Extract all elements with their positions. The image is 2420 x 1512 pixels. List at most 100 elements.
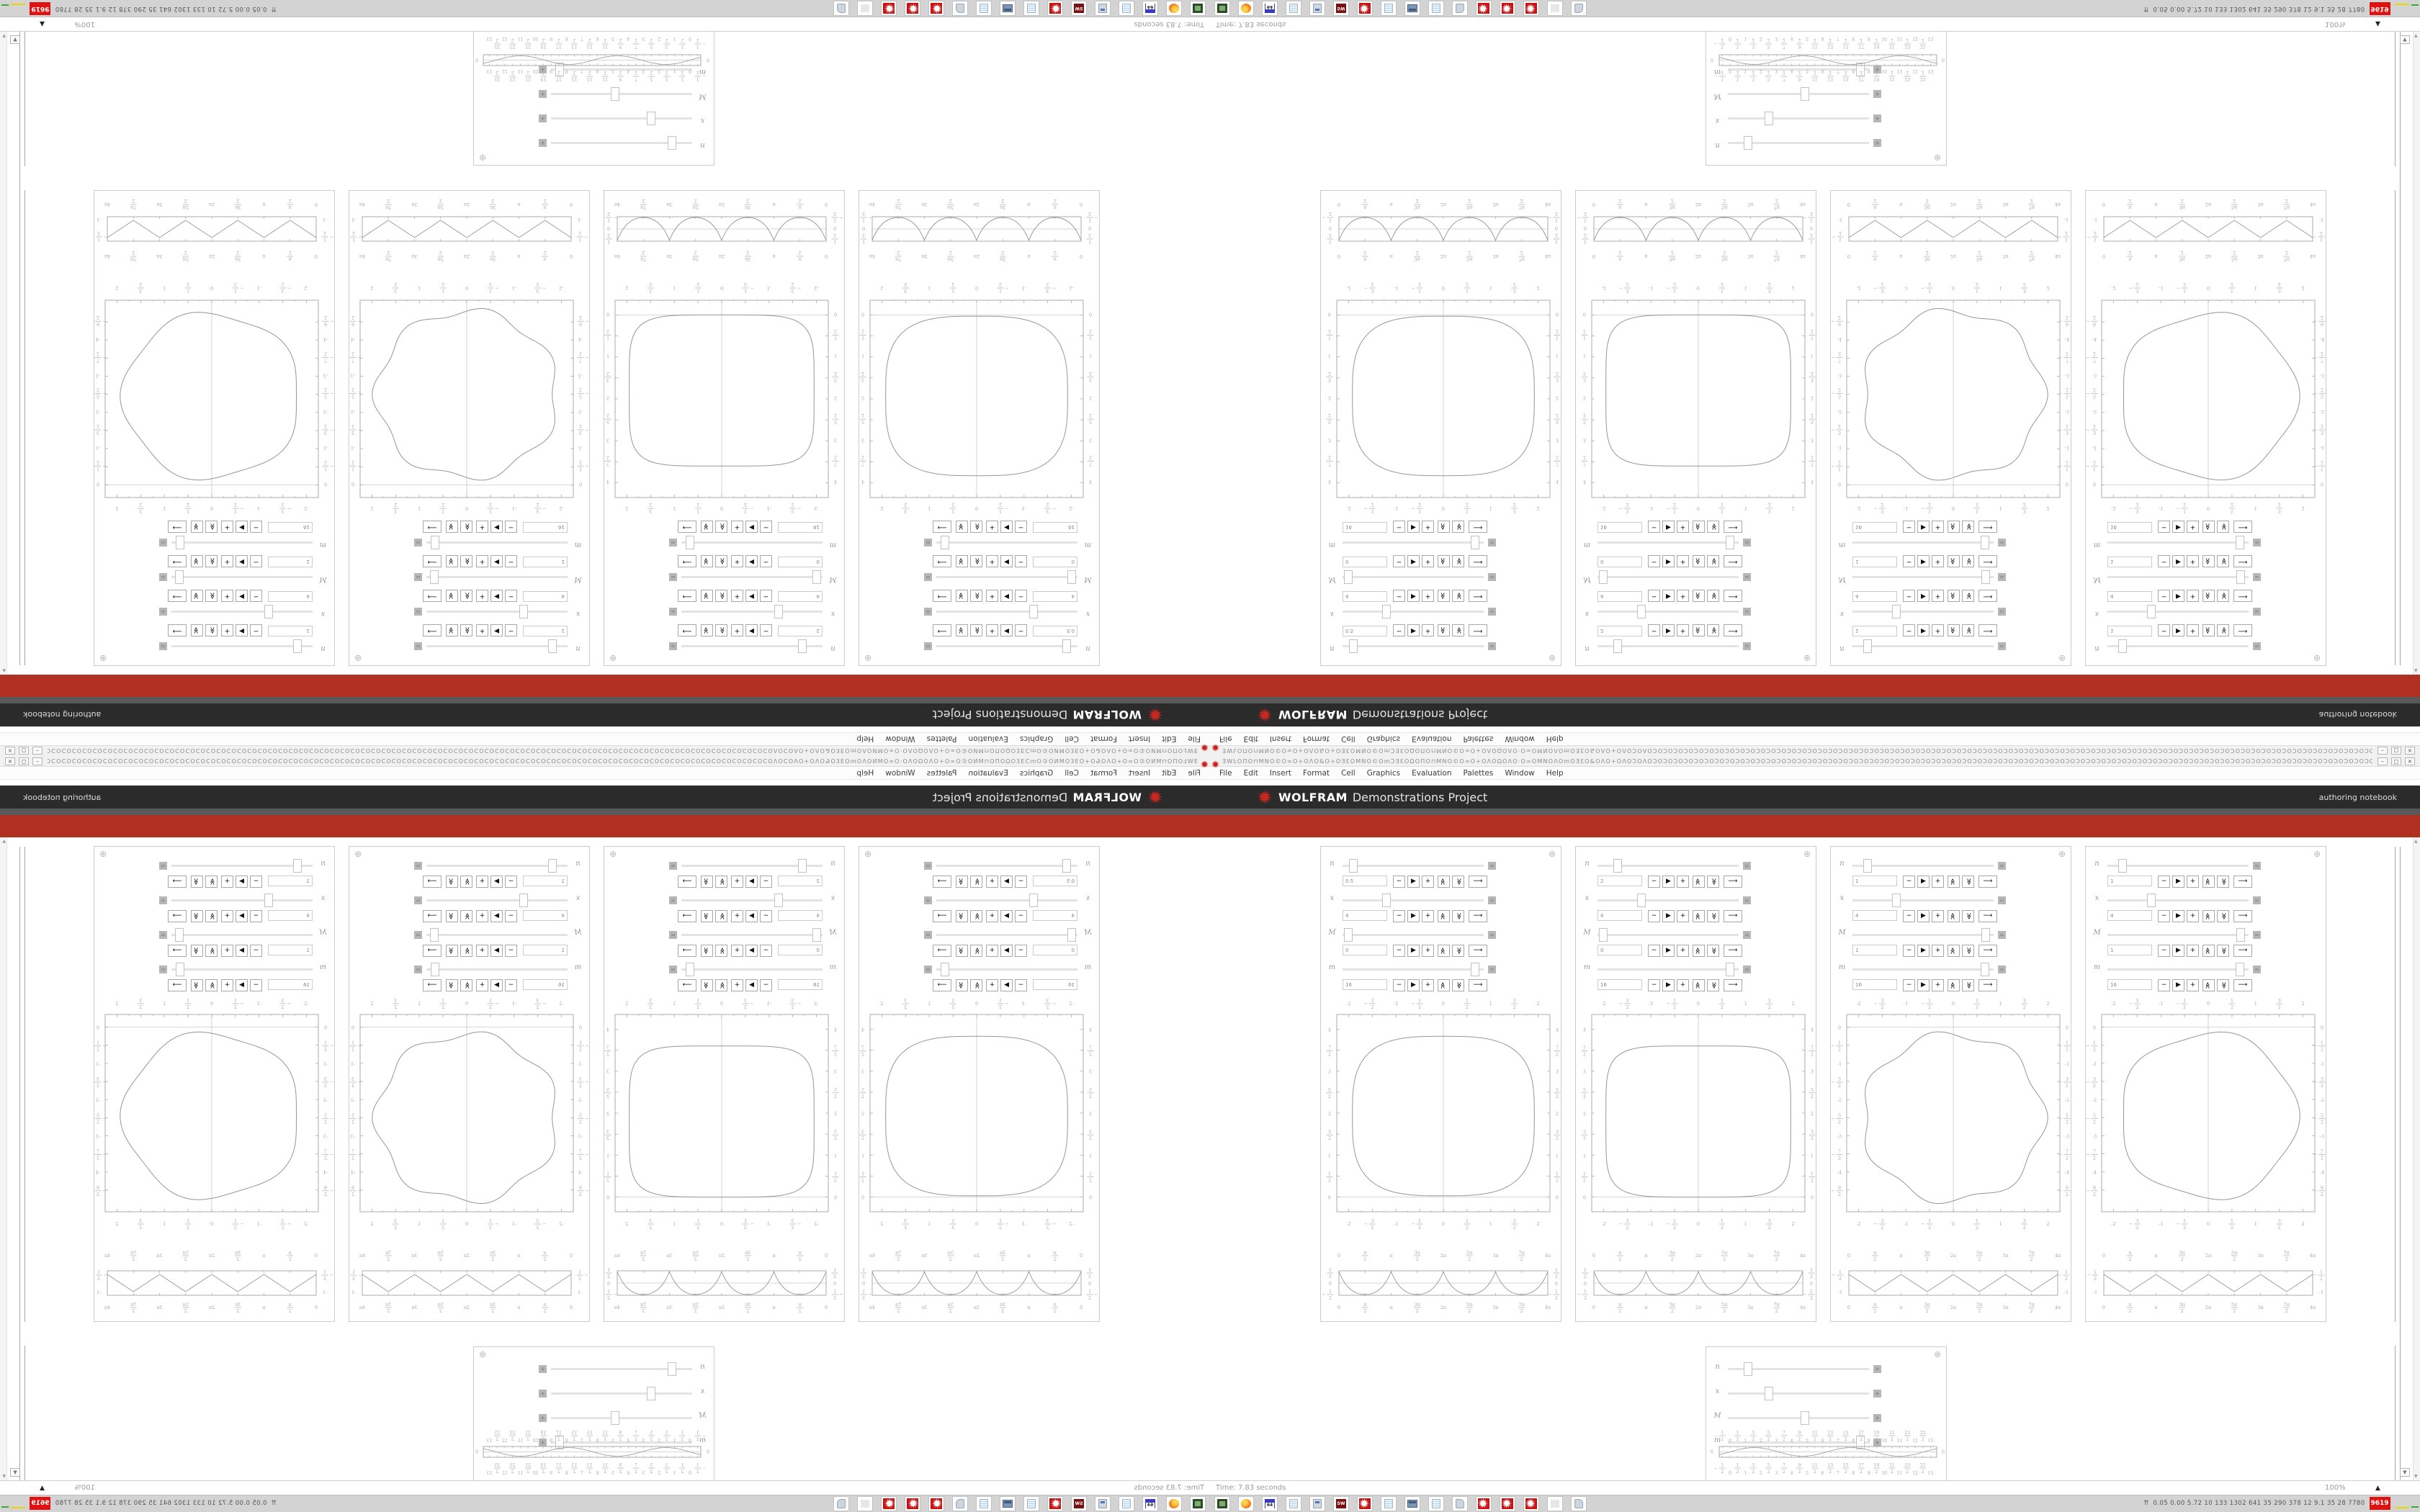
slider-thumb[interactable] [174, 570, 184, 584]
slider-track[interactable] [2107, 570, 2249, 584]
slower-button[interactable]: ≫ [701, 624, 713, 636]
scroll-down-icon[interactable]: ▼ [2, 33, 6, 38]
step-forward-button[interactable]: ⟶ [1978, 945, 1997, 957]
floppy-save-icon[interactable]: 64 [1142, 1, 1158, 16]
increment-button[interactable]: + [1677, 945, 1689, 957]
increment-button[interactable]: + [1932, 910, 1944, 922]
slider-value-input[interactable]: 16 [1033, 522, 1077, 533]
slower-button[interactable]: ≫ [191, 979, 203, 991]
slider-value-input[interactable]: 0 [1343, 557, 1387, 567]
slider-thumb[interactable] [774, 605, 784, 618]
notepad-icon[interactable] [1119, 1496, 1134, 1511]
play-button[interactable]: ▶ [2172, 521, 2184, 533]
faster-button[interactable]: ≫ [2202, 590, 2215, 602]
increment-button[interactable]: + [476, 624, 488, 636]
decrement-button[interactable]: − [250, 876, 262, 888]
play-button[interactable]: ▶ [490, 910, 503, 922]
menu-item-insert[interactable]: Insert [1128, 734, 1151, 743]
cell-bracket[interactable] [24, 190, 25, 665]
play-button[interactable]: ▶ [1000, 910, 1013, 922]
increment-button[interactable]: + [2187, 521, 2199, 533]
slider-value-input[interactable]: 4 [1597, 591, 1642, 602]
slower-button[interactable]: ≫ [2217, 555, 2229, 567]
increment-button[interactable]: + [986, 910, 998, 922]
decrement-button[interactable]: − [250, 590, 262, 602]
decrement-button[interactable]: − [250, 979, 262, 991]
cell-group-bracket[interactable] [19, 31, 20, 665]
increment-button[interactable]: + [476, 876, 488, 888]
increment-button[interactable]: + [731, 979, 743, 991]
faster-button[interactable]: ≫ [2202, 521, 2215, 533]
decrement-button[interactable]: − [760, 876, 772, 888]
step-forward-button[interactable]: ⟶ [2233, 910, 2252, 922]
slider-menu-box[interactable]: = [1743, 539, 1751, 546]
slider-thumb[interactable] [431, 963, 440, 976]
slower-button[interactable]: ≫ [1452, 979, 1464, 991]
solidworks-icon[interactable]: SW [1333, 1, 1349, 16]
slider-thumb[interactable] [519, 605, 529, 618]
step-forward-button[interactable]: ⟶ [1724, 979, 1742, 991]
faster-button[interactable]: ≫ [1438, 521, 1450, 533]
increment-button[interactable]: + [1932, 979, 1944, 991]
decrement-button[interactable]: − [2158, 555, 2170, 567]
slider-menu-box[interactable]: = [159, 642, 167, 650]
expand-plus-icon[interactable]: ⊕ [2058, 849, 2066, 859]
scroll-up-icon[interactable]: ▲ [2414, 668, 2418, 673]
step-forward-button[interactable]: ⟶ [2233, 555, 2252, 567]
slider-value-input[interactable]: 1 [2107, 626, 2152, 636]
step-forward-button[interactable]: ⟶ [1469, 876, 1487, 888]
slider-track[interactable] [1597, 639, 1739, 653]
scroll-document-icon[interactable] [1571, 1, 1587, 16]
slower-button[interactable]: ≫ [1452, 910, 1464, 922]
increment-button[interactable]: + [1422, 624, 1434, 636]
slider-track[interactable] [426, 963, 568, 976]
tray-chevron-icon[interactable]: ⇈ [271, 1500, 277, 1507]
slider-menu-box[interactable]: = [2253, 862, 2261, 870]
slider-value-input[interactable]: 16 [778, 522, 823, 533]
minimize-button[interactable]: – [2378, 757, 2388, 765]
decrement-button[interactable]: − [250, 945, 262, 957]
menu-item-help[interactable]: Help [856, 769, 874, 778]
increment-button[interactable]: + [2187, 910, 2199, 922]
step-forward-button[interactable]: ⟶ [678, 876, 696, 888]
decrement-button[interactable]: − [1015, 910, 1027, 922]
slider-thumb[interactable] [611, 87, 620, 101]
slider-thumb[interactable] [798, 859, 807, 873]
menu-item-cell[interactable]: Cell [1065, 734, 1079, 743]
expand-plus-icon[interactable]: ⊕ [1548, 849, 1556, 859]
increment-button[interactable]: + [1677, 590, 1689, 602]
play-button[interactable]: ▶ [1000, 521, 1013, 533]
slower-button[interactable]: ≫ [956, 521, 968, 533]
notepad-icon[interactable] [1023, 1496, 1039, 1511]
slider-value-input[interactable]: 4 [1852, 591, 1897, 602]
slider-thumb[interactable] [686, 963, 695, 976]
menu-item-format[interactable]: Format [1090, 734, 1117, 743]
faster-button[interactable]: ≫ [970, 624, 982, 636]
play-button[interactable]: ▶ [1407, 624, 1420, 636]
faster-button[interactable]: ≫ [1693, 555, 1705, 567]
menu-item-window[interactable]: Window [885, 734, 915, 743]
decrement-button[interactable]: − [1393, 624, 1405, 636]
decrement-button[interactable]: − [505, 945, 517, 957]
decrement-button[interactable]: − [250, 910, 262, 922]
slider-menu-box[interactable]: = [2253, 539, 2261, 546]
faster-button[interactable]: ≫ [1693, 979, 1705, 991]
slider-thumb[interactable] [1343, 570, 1353, 584]
slider-track[interactable] [1343, 963, 1484, 976]
increment-button[interactable]: + [2187, 876, 2199, 888]
play-button[interactable]: ▶ [745, 876, 758, 888]
decrement-button[interactable]: − [760, 624, 772, 636]
slider-value-input[interactable]: 4 [778, 910, 823, 921]
play-button[interactable]: ▶ [745, 945, 758, 957]
slider-track[interactable] [171, 639, 313, 653]
step-forward-button[interactable]: ⟶ [933, 945, 951, 957]
slider-thumb[interactable] [1981, 928, 1991, 942]
play-button[interactable]: ▶ [2172, 945, 2184, 957]
slower-button[interactable]: ≫ [446, 910, 458, 922]
slower-button[interactable]: ≫ [1962, 624, 1974, 636]
terminal-icon[interactable] [1214, 1496, 1230, 1511]
decrement-button[interactable]: − [760, 979, 772, 991]
faster-button[interactable]: ≫ [1438, 910, 1450, 922]
slider-thumb[interactable] [798, 639, 807, 653]
play-button[interactable]: ▶ [745, 979, 758, 991]
